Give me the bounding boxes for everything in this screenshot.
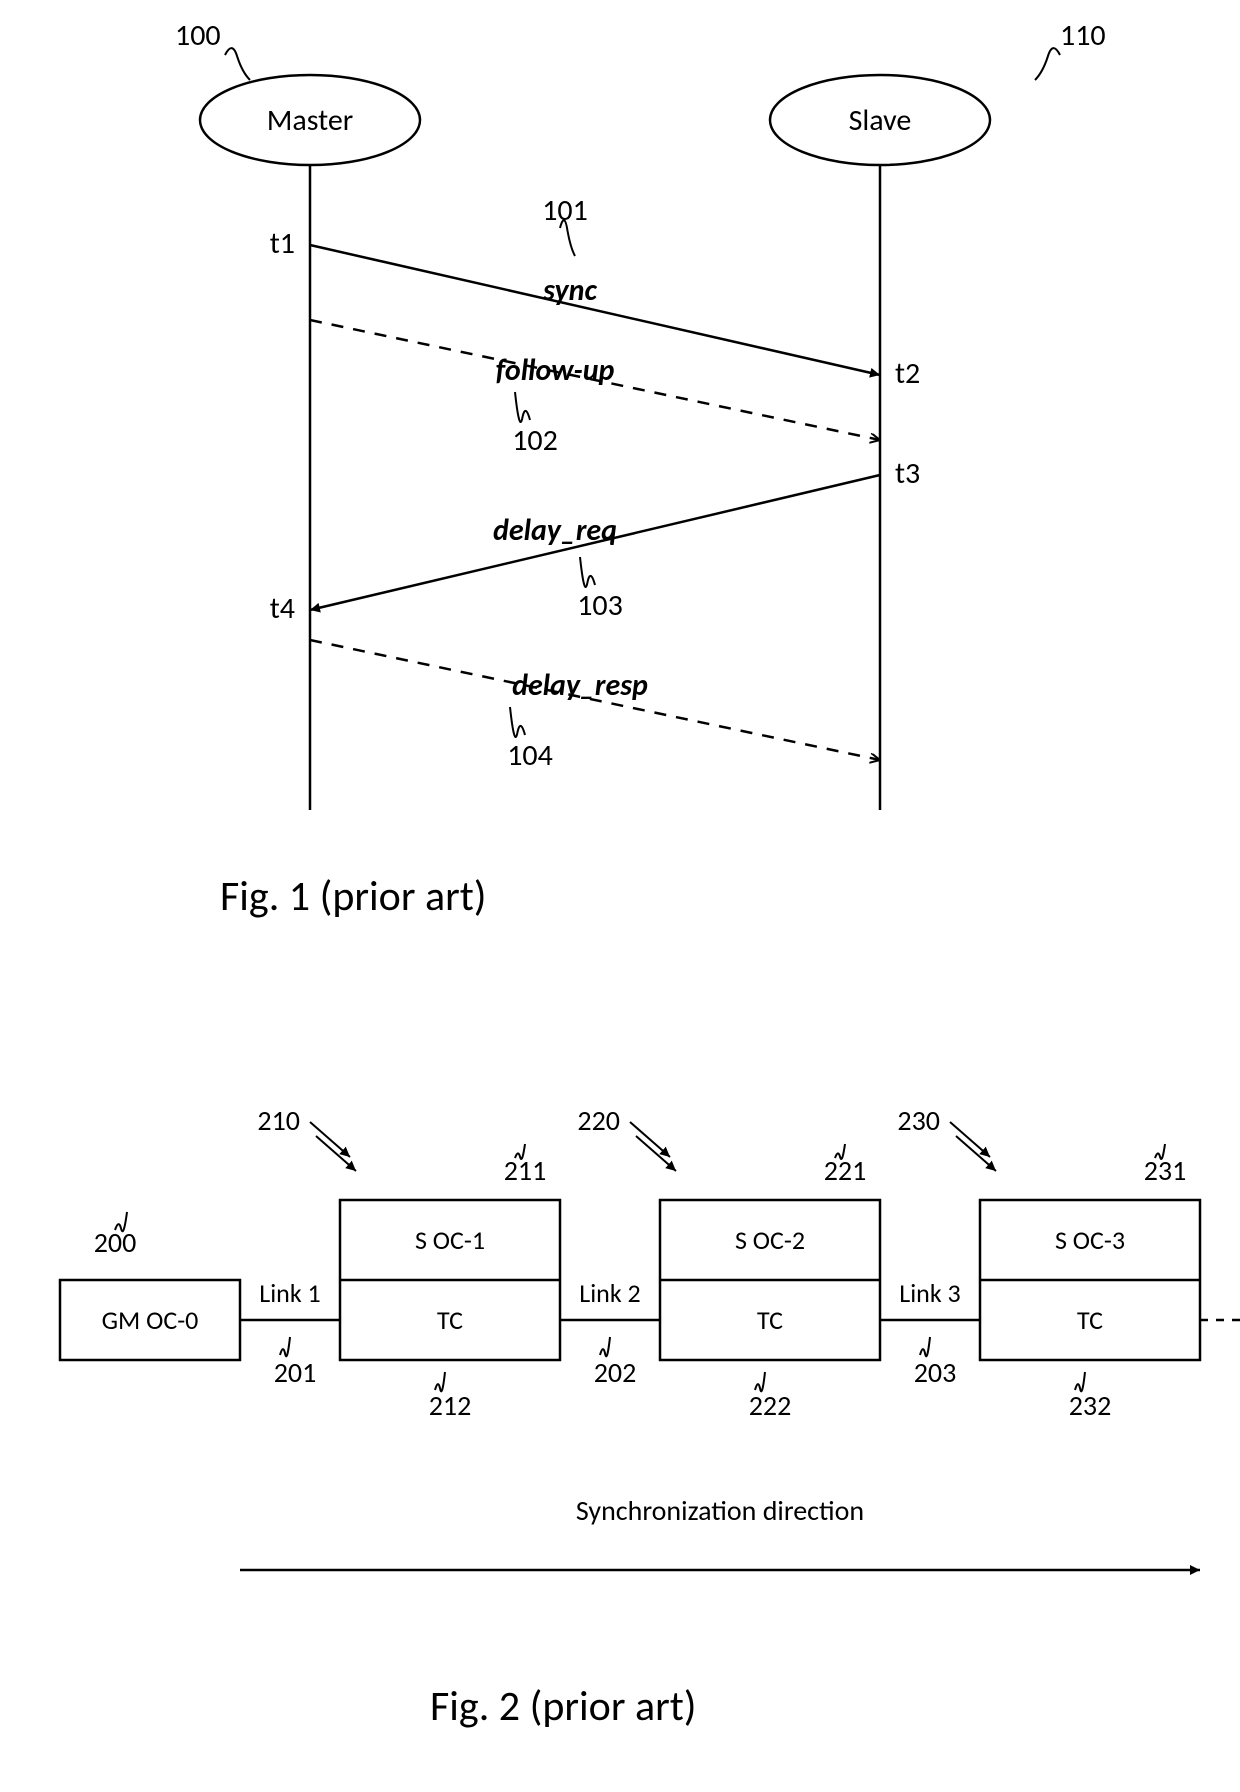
ref-201: 201 bbox=[274, 1355, 317, 1390]
ref-103: 103 bbox=[577, 587, 623, 624]
ref-210: 210 bbox=[257, 1103, 300, 1138]
ref-232: 232 bbox=[1069, 1388, 1112, 1423]
ref-222: 222 bbox=[749, 1388, 792, 1423]
ref-221: 221 bbox=[824, 1153, 867, 1188]
ref-212: 212 bbox=[429, 1388, 472, 1423]
ref-100: 100 bbox=[175, 17, 221, 54]
sync-direction-label: Synchronization direction bbox=[576, 1493, 864, 1528]
ref-110: 110 bbox=[1060, 17, 1106, 54]
follow_up-label: follow-up bbox=[496, 352, 615, 389]
ref-202: 202 bbox=[594, 1355, 637, 1390]
sync-label: sync bbox=[542, 272, 597, 309]
ref-211: 211 bbox=[504, 1153, 547, 1188]
tc-3-label: TC bbox=[1077, 1304, 1103, 1336]
soc-1-label: S OC-1 bbox=[415, 1224, 485, 1256]
ref-104: 104 bbox=[507, 737, 553, 774]
delay_resp-label: delay_resp bbox=[512, 667, 648, 704]
gm-label: GM OC-0 bbox=[102, 1304, 199, 1336]
ref-231: 231 bbox=[1144, 1153, 1187, 1188]
t1-label: t1 bbox=[270, 225, 295, 262]
link-1-label: Link 1 bbox=[259, 1277, 320, 1309]
tc-2-label: TC bbox=[757, 1304, 783, 1336]
t2-label: t2 bbox=[895, 355, 920, 392]
ref-203: 203 bbox=[914, 1355, 957, 1390]
ref-200: 200 bbox=[94, 1225, 137, 1260]
tc-1-label: TC bbox=[437, 1304, 463, 1336]
delay_req-label: delay_req bbox=[493, 512, 617, 549]
soc-3-label: S OC-3 bbox=[1055, 1224, 1125, 1256]
figure-1: Master100Slave110t1t2t3t4sync101follow-u… bbox=[175, 17, 1106, 922]
t3-label: t3 bbox=[895, 455, 920, 492]
link-3-label: Link 3 bbox=[899, 1277, 960, 1309]
ref-220: 220 bbox=[577, 1103, 620, 1138]
ref-230: 230 bbox=[897, 1103, 940, 1138]
fig1-caption: Fig. 1 (prior art) bbox=[220, 871, 487, 922]
link-2-label: Link 2 bbox=[579, 1277, 640, 1309]
slave-label: Slave bbox=[849, 102, 912, 139]
figure-2: GM OC-0 200 S OC-1 TC 211 212 210 S OC-2 TC 221 22… bbox=[60, 1103, 1240, 1732]
ref-102: 102 bbox=[512, 422, 558, 459]
t4-label: t4 bbox=[270, 590, 295, 627]
master-label: Master bbox=[267, 102, 354, 139]
fig2-caption: Fig. 2 (prior art) bbox=[430, 1681, 697, 1732]
soc-2-label: S OC-2 bbox=[735, 1224, 805, 1256]
